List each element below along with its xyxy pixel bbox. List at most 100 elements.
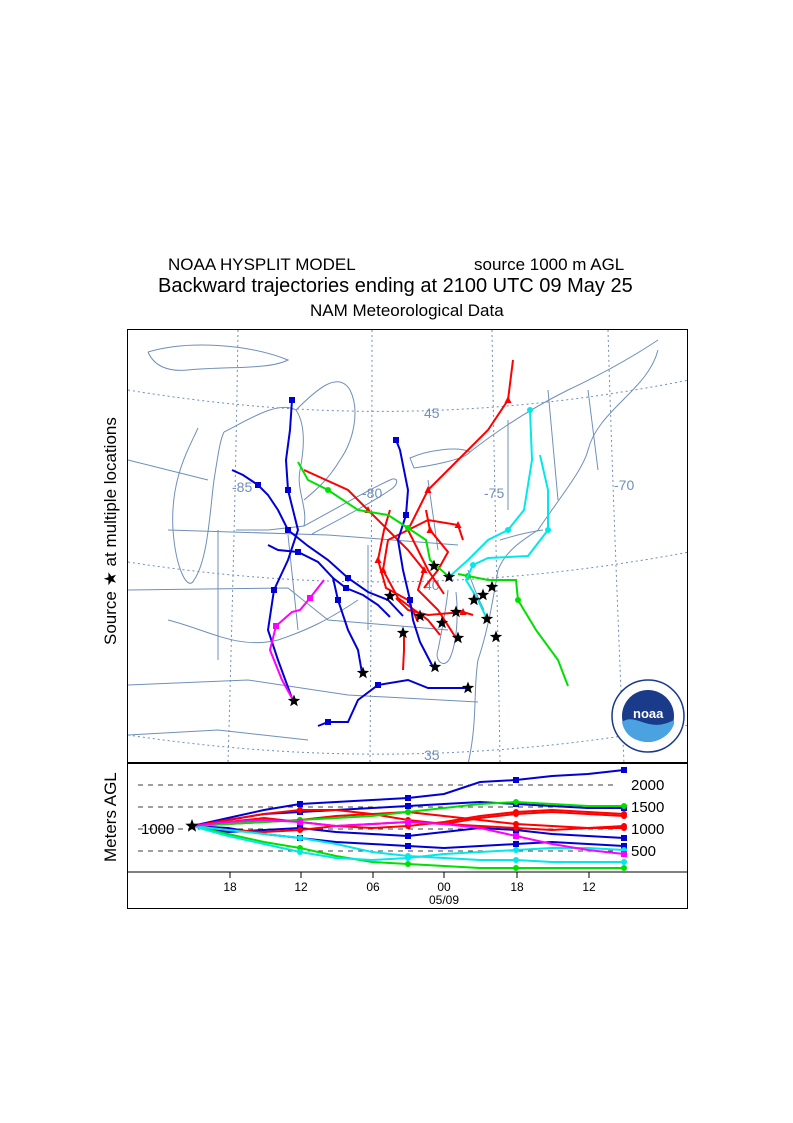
source-star-icon bbox=[476, 588, 490, 601]
trajectory-marker bbox=[405, 809, 411, 815]
trajectory-cyan bbox=[464, 454, 549, 620]
source-star-icon bbox=[428, 660, 442, 673]
trajectory-red bbox=[423, 509, 450, 589]
state-line-4 bbox=[128, 729, 309, 741]
trajectory-marker bbox=[297, 807, 303, 813]
trajectory-red bbox=[402, 633, 405, 671]
trajectory-marker bbox=[513, 799, 519, 805]
trajectory-marker bbox=[513, 841, 519, 847]
trajectory-marker bbox=[621, 767, 627, 773]
logo-text: noaa bbox=[633, 706, 664, 721]
trajectory-red bbox=[406, 359, 514, 595]
trajectory-marker bbox=[393, 437, 399, 443]
trajectory-green bbox=[457, 573, 569, 687]
x-label: 12 bbox=[582, 880, 596, 894]
trajectory-marker bbox=[335, 597, 341, 603]
trajectory-marker bbox=[343, 585, 349, 591]
trajectory-marker bbox=[407, 597, 413, 603]
trajectory-marker bbox=[405, 525, 411, 531]
meters-axis-label: Meters AGL bbox=[101, 772, 120, 862]
trajectory-blue bbox=[266, 399, 300, 702]
michigan-outline bbox=[223, 406, 306, 531]
elevation-source-star bbox=[185, 819, 199, 832]
noaa-logo-icon: noaa bbox=[611, 679, 685, 753]
trajectory-marker bbox=[513, 833, 519, 839]
meridian-85 bbox=[227, 330, 239, 762]
lon-label: -75 bbox=[484, 485, 504, 501]
trajectory-marker bbox=[459, 608, 467, 615]
trajectory-marker bbox=[424, 486, 432, 493]
state-line-5 bbox=[217, 479, 439, 660]
meridian-80 bbox=[369, 330, 373, 762]
trajectory-marker bbox=[325, 487, 331, 493]
trajectory-marker bbox=[513, 825, 519, 831]
parallel-45 bbox=[128, 379, 687, 412]
x-label: 12 bbox=[294, 880, 308, 894]
graticule bbox=[128, 330, 687, 762]
lake-huron bbox=[295, 381, 356, 501]
source-star-icon bbox=[461, 681, 475, 694]
y-label: 1500 bbox=[631, 799, 664, 816]
source-height: source 1000 m AGL bbox=[474, 255, 625, 274]
lake-michigan bbox=[172, 427, 225, 584]
trajectory-marker bbox=[621, 835, 627, 841]
parallel-35 bbox=[128, 724, 687, 755]
trajectory-marker bbox=[403, 512, 409, 518]
trajectory-blue bbox=[317, 678, 466, 727]
x-label: 06 bbox=[366, 880, 380, 894]
trajectory-blue bbox=[395, 439, 434, 668]
y-label: 2000 bbox=[631, 777, 664, 794]
trajectory-marker bbox=[470, 562, 476, 568]
trajectory-marker bbox=[505, 527, 511, 533]
trajectory-marker bbox=[515, 597, 521, 603]
trajectory-marker bbox=[513, 809, 519, 815]
trajectory-marker bbox=[297, 801, 303, 807]
trajectory-marker bbox=[513, 857, 519, 863]
source-star-icon bbox=[489, 630, 503, 643]
trajectory-marker bbox=[527, 407, 533, 413]
source-star-icon bbox=[435, 616, 449, 629]
source-stars bbox=[287, 559, 503, 707]
trajectory-marker bbox=[454, 521, 462, 528]
graticule-labels: -85 -80 -75 -70 45 40 35 bbox=[232, 405, 634, 763]
trajectory-marker bbox=[297, 849, 303, 855]
trajectory-marker bbox=[621, 803, 627, 809]
trajectory-marker bbox=[405, 795, 411, 801]
lon-label: -85 bbox=[232, 479, 252, 495]
trajectory-marker bbox=[345, 575, 351, 581]
source-star-icon bbox=[442, 570, 456, 583]
elevation-y-labels: 2000 1500 1000 500 1000 bbox=[141, 777, 664, 860]
source-star-icon bbox=[449, 605, 463, 618]
y-label: 500 bbox=[631, 843, 656, 860]
lat-label: 35 bbox=[424, 747, 440, 763]
trajectory-marker bbox=[271, 587, 277, 593]
elevation-x-labels: 18 12 06 00 18 12 05/09 bbox=[223, 880, 596, 907]
trajectory-marker bbox=[621, 811, 627, 817]
page-title: Backward trajectories ending at 2100 UTC… bbox=[158, 275, 633, 297]
trajectory-marker bbox=[285, 527, 291, 533]
elevation-ticks bbox=[229, 872, 590, 878]
trajectory-marker bbox=[255, 482, 261, 488]
trajectory-marker bbox=[513, 777, 519, 783]
x-label: 00 bbox=[437, 880, 451, 894]
trajectory-marker bbox=[273, 623, 279, 629]
elevation-svg: 2000 1500 1000 500 1000 18 12 06 00 18 1… bbox=[128, 767, 687, 907]
source-star-icon bbox=[485, 580, 499, 593]
source-star-icon bbox=[356, 666, 370, 679]
trajectory-marker bbox=[545, 527, 551, 533]
trajectory-red bbox=[303, 469, 457, 639]
logo-wave bbox=[622, 719, 674, 742]
trajectory-marker bbox=[621, 851, 627, 857]
trajectory-blue bbox=[332, 577, 391, 618]
source-star-icon bbox=[396, 626, 410, 639]
trajectory-marker bbox=[297, 835, 303, 841]
lon-label: -80 bbox=[362, 485, 382, 501]
y-label: 1000 bbox=[631, 821, 664, 838]
source-star-icon bbox=[413, 609, 427, 622]
trajectory-marker bbox=[621, 823, 627, 829]
elevation-panel: 2000 1500 1000 500 1000 18 12 06 00 18 1… bbox=[127, 763, 688, 909]
ohio-river bbox=[167, 599, 359, 644]
trajectory-marker bbox=[374, 556, 382, 563]
map-coastlines bbox=[128, 339, 659, 762]
trajectory-layer bbox=[231, 359, 569, 727]
